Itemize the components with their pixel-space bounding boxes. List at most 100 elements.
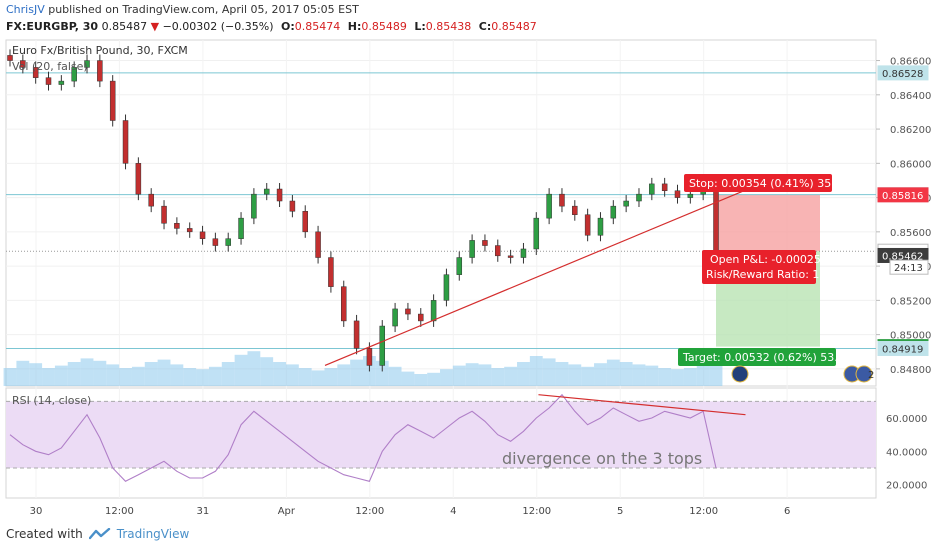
volume-bar (375, 360, 389, 386)
volume-bar (16, 360, 30, 386)
close-value: 0.85487 (491, 20, 537, 33)
rsi-line (9, 393, 717, 482)
volume-bar (170, 364, 184, 386)
price-chart[interactable]: 0.866000.864000.862000.860000.858000.856… (0, 36, 932, 524)
candle-body (584, 214, 591, 236)
volume-bar (260, 357, 274, 386)
target-label-box (678, 348, 836, 366)
candle-body (328, 257, 334, 287)
candle-body (520, 248, 527, 258)
volume-bar (311, 370, 325, 386)
x-tick-label: 12:00 (689, 506, 718, 517)
candle-body (661, 183, 668, 191)
candle-body (7, 55, 13, 61)
candle-body (199, 231, 206, 239)
stop-label-box (684, 174, 832, 192)
candle-body (405, 308, 411, 315)
stop-zone (716, 194, 820, 252)
rsi-tick-label: 20.0000 (886, 481, 927, 492)
stop-label: Stop: 0.00354 (0.41%) 35.4 (689, 177, 842, 190)
high-value: 0.85489 (361, 20, 407, 33)
volume-bar (440, 369, 453, 386)
volume-bar (478, 364, 492, 386)
tradingview-brand[interactable]: TradingView (116, 527, 190, 541)
price-tag: 0.84919 (882, 344, 923, 355)
open-label: O: (281, 20, 295, 33)
volume-bar (183, 368, 197, 386)
tradingview-logo-icon (88, 528, 110, 540)
volume-bar (696, 365, 710, 386)
volume-bar (555, 362, 569, 386)
volume-bar (671, 369, 684, 386)
publish-text: published on TradingView.com, April 05, … (44, 3, 359, 16)
candle-body (174, 223, 180, 229)
volume-bar (465, 363, 479, 386)
candle-body (109, 80, 116, 121)
candle-body (443, 274, 450, 301)
candle-body (71, 67, 77, 82)
volume-bar (273, 362, 286, 386)
candle-body (251, 193, 257, 219)
candle-body (469, 240, 475, 258)
price-tag-box (877, 340, 929, 356)
candle-body (597, 217, 604, 236)
volume-bar (414, 374, 428, 386)
chart-title: Euro Fx/British Pound, 30, FXCM (12, 44, 188, 57)
candle-body (238, 217, 244, 239)
volume-bar (93, 360, 107, 386)
candle-body (45, 77, 52, 85)
high-label: H: (347, 20, 362, 33)
price-tag-box (877, 187, 929, 203)
rsi-tick-label: 60.0000 (886, 414, 927, 425)
x-tick-label: 6 (784, 506, 790, 517)
volume-bar (208, 366, 222, 386)
volume-bar (131, 366, 145, 386)
volume-bar (581, 366, 595, 386)
candle-body (674, 190, 681, 198)
volume-bar (517, 362, 530, 386)
candle-body (315, 231, 321, 258)
volume-bar (632, 364, 646, 386)
price-change: −0.00302 (−0.35%) (162, 20, 274, 33)
volume-bar (119, 368, 132, 386)
target-label: Target: 0.00532 (0.62%) 53.2 (682, 351, 845, 364)
rsi-divergence-line (538, 394, 746, 416)
uk-flag-icon (731, 365, 749, 383)
candle-body (482, 240, 488, 246)
candle-body (122, 120, 129, 164)
x-tick-label: 5 (617, 506, 623, 517)
y-tick-label: 0.86600 (890, 57, 931, 68)
volume-bar (67, 362, 81, 386)
candle-body (58, 80, 65, 85)
candle-body (636, 193, 642, 202)
volume-bar (324, 368, 338, 386)
countdown-label: 24:13 (894, 263, 923, 274)
symbol-label: FX:EURGBP, 30 (6, 20, 99, 33)
countdown-box (889, 259, 929, 275)
price-tag-box (877, 65, 929, 81)
candle-body (507, 255, 514, 258)
author-link[interactable]: ChrisJV (6, 3, 45, 16)
volume-bar (157, 359, 171, 386)
last-price: 0.85487 (101, 20, 148, 33)
publish-line: ChrisJV published on TradingView.com, Ap… (6, 3, 359, 16)
close-label: C: (478, 20, 492, 33)
candle-body (418, 313, 424, 322)
candle-body (263, 188, 270, 195)
volume-bar (709, 362, 723, 386)
candle-body (20, 60, 26, 68)
x-tick-label: 4 (450, 506, 456, 517)
candle-body (97, 60, 103, 82)
x-tick-label: 30 (30, 506, 43, 517)
divergence-annotation: divergence on the 3 tops (502, 449, 702, 468)
candle-body (135, 163, 142, 195)
volume-bar (196, 369, 209, 386)
x-tick-label: 31 (197, 506, 210, 517)
rsi-label: RSI (14, close) (12, 394, 91, 407)
rsi-band (6, 401, 876, 468)
x-tick-label: Apr (278, 506, 296, 517)
volume-bar (54, 365, 68, 386)
volume-bar (542, 358, 556, 386)
y-tick-label: 0.86400 (890, 91, 931, 102)
volume-bar (504, 366, 518, 386)
